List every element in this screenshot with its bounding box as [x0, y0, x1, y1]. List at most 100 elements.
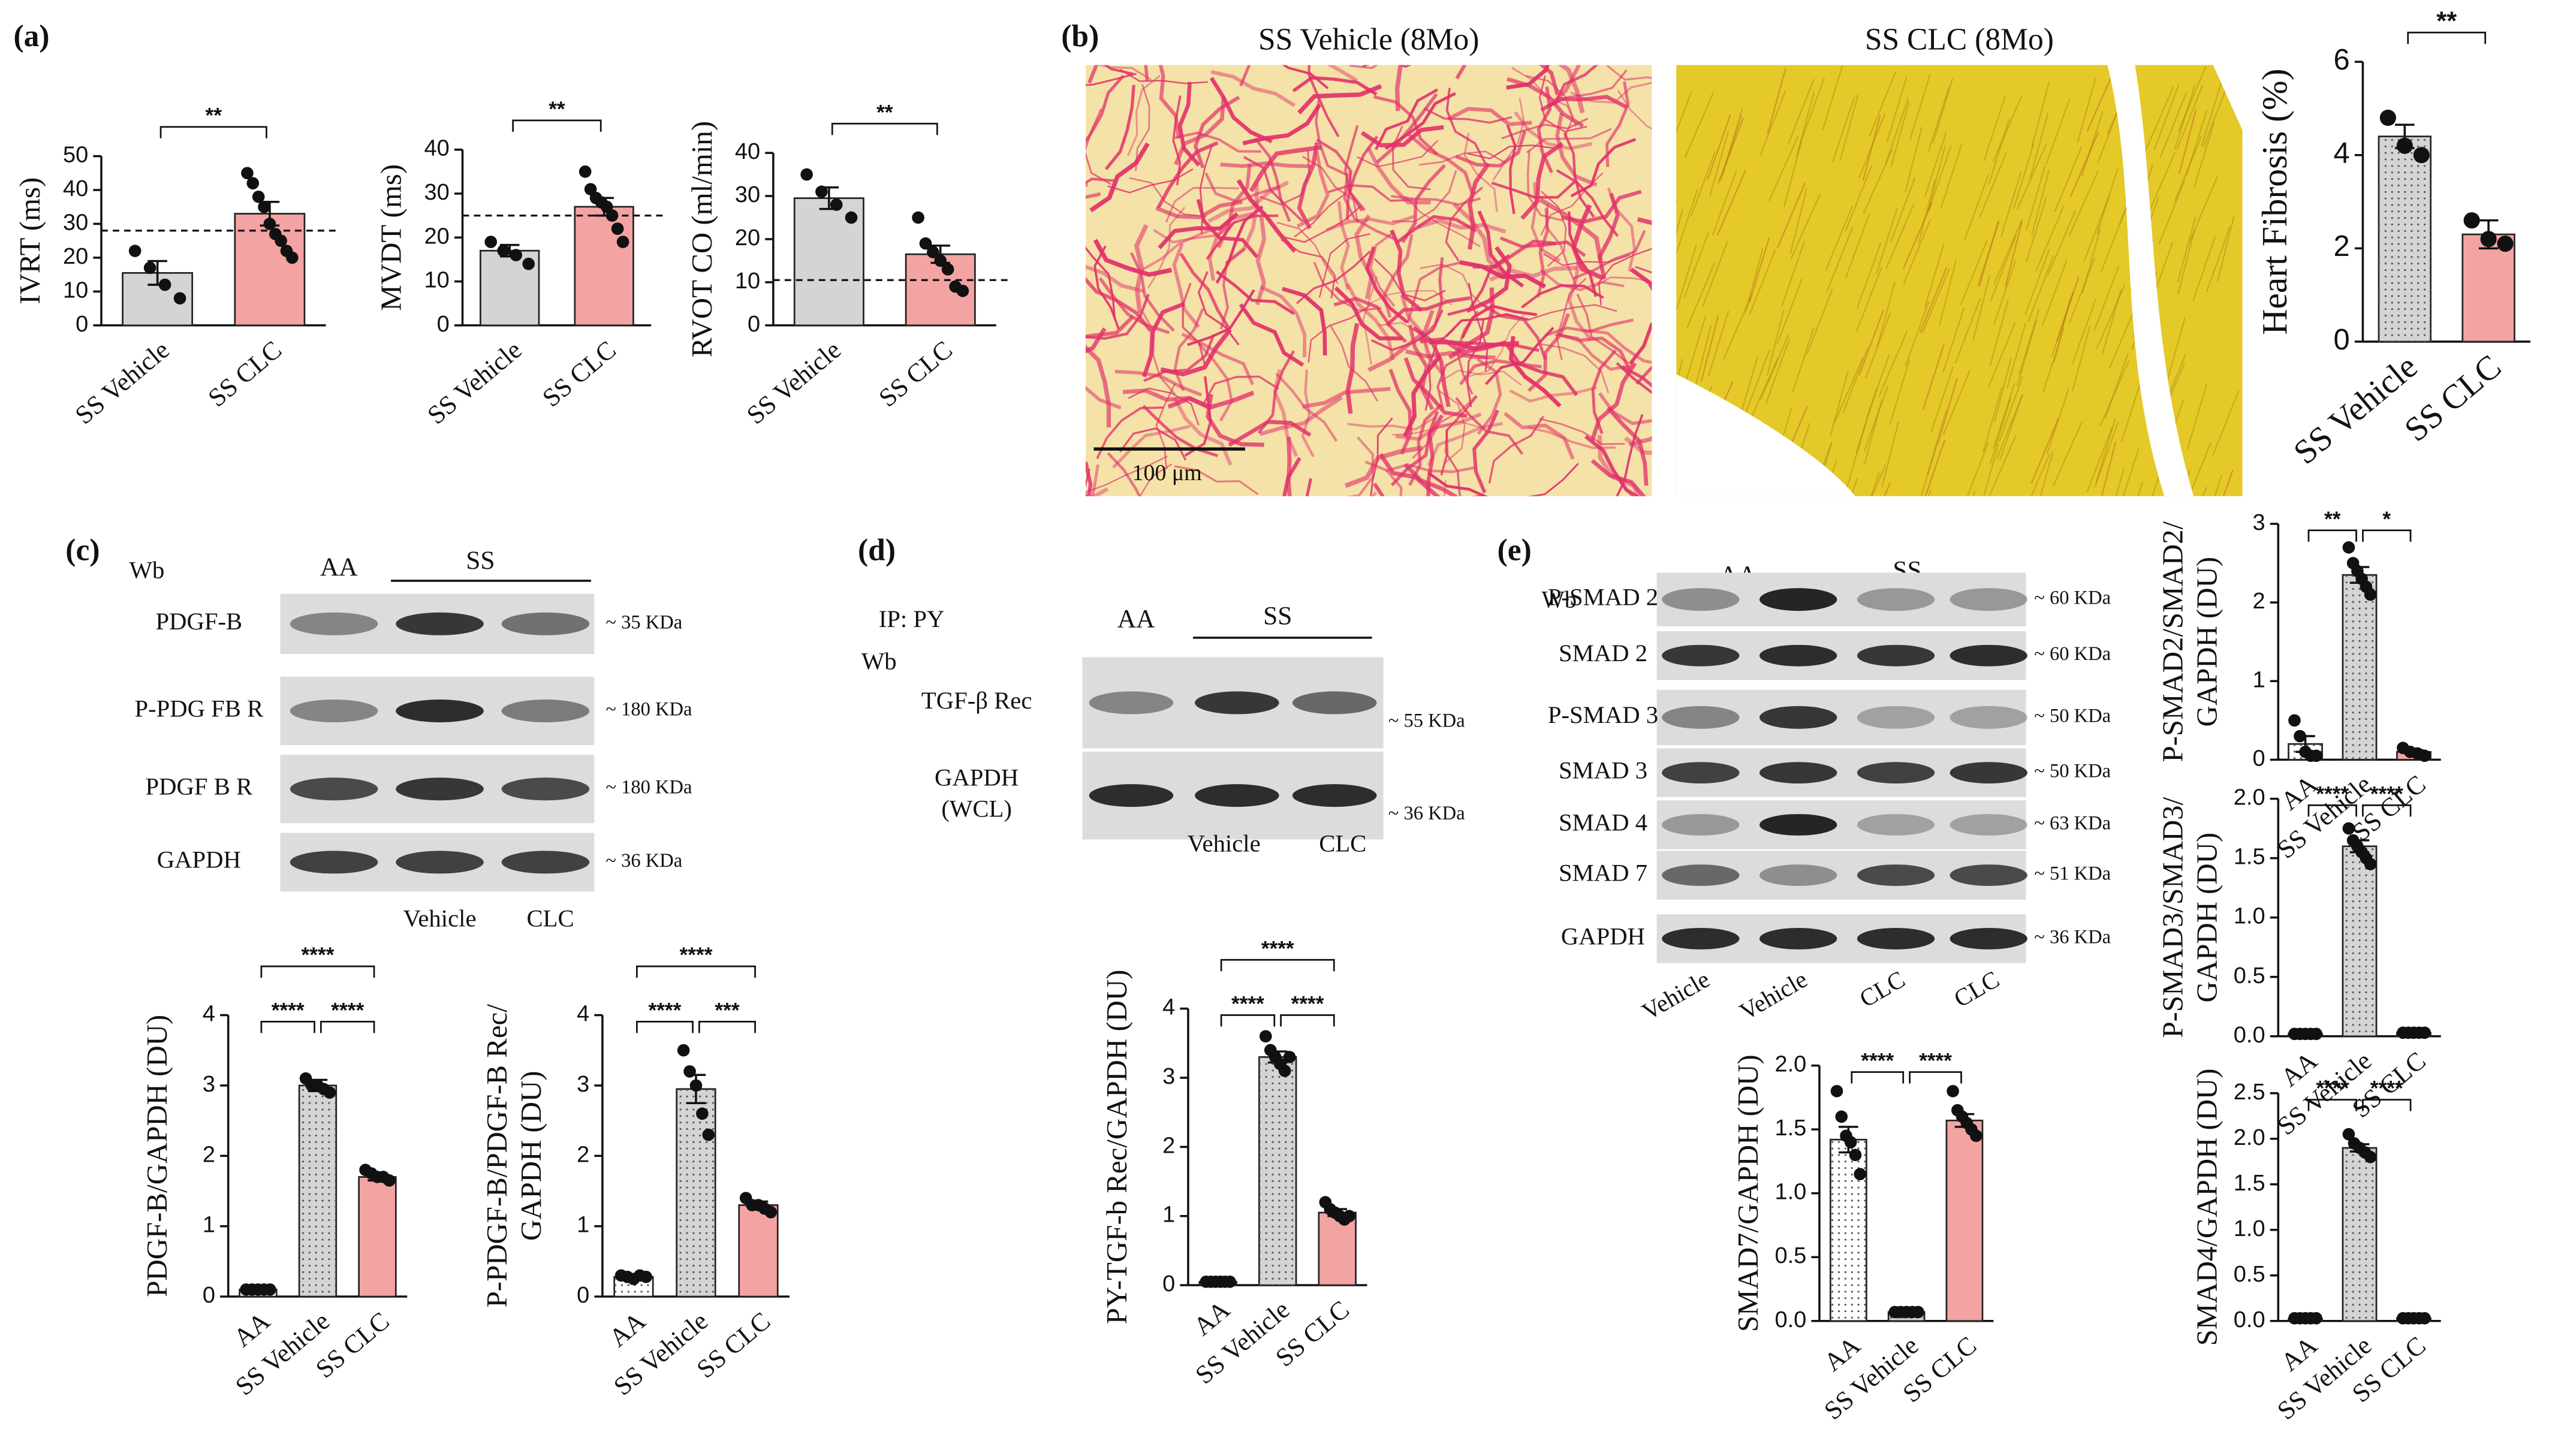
- blot-lane-label: Vehicle: [1188, 830, 1261, 857]
- collagen-fiber: [1107, 168, 1194, 194]
- y-tick-label: 0: [748, 312, 760, 337]
- collagen-fiber: [1621, 365, 1652, 388]
- y-tick-label: 0.0: [2234, 1307, 2265, 1333]
- bar-texture: [1259, 1057, 1297, 1286]
- blot-band: [1195, 691, 1279, 715]
- x-tick-label: SS Vehicle: [2286, 348, 2424, 472]
- collagen-fiber: [1472, 239, 1557, 269]
- blot-band: [1950, 864, 2027, 887]
- muscle-fiber: [1723, 294, 1753, 360]
- data-point: [611, 222, 624, 235]
- collagen-fiber: [1382, 234, 1414, 318]
- collagen-fiber: [1187, 289, 1255, 346]
- muscle-fiber: [2086, 427, 2113, 493]
- tissue-gap: [2107, 65, 2194, 496]
- muscle-fiber: [1930, 366, 1954, 432]
- muscle-fiber: [1702, 240, 1728, 307]
- collagen-fiber: [1207, 212, 1254, 281]
- collagen-fiber: [1259, 396, 1343, 436]
- collagen-fiber: [1412, 394, 1477, 459]
- collagen-fiber: [1305, 478, 1312, 496]
- muscle-fiber: [1776, 278, 1803, 344]
- y-tick-label: 2.0: [1774, 1052, 1806, 1077]
- data-point: [263, 218, 276, 230]
- significance-bracket: [2362, 529, 2412, 542]
- collagen-fiber: [1156, 141, 1219, 209]
- y-tick-label: 30: [735, 182, 760, 207]
- collagen-fiber: [1107, 452, 1141, 496]
- collagen-fiber: [1085, 246, 1116, 319]
- y-tick-label: 0.5: [1774, 1243, 1806, 1268]
- collagen-fiber: [1576, 293, 1629, 364]
- muscle-fiber: [1845, 165, 1872, 231]
- muscle-fiber: [1865, 354, 1890, 420]
- blot-band: [1950, 588, 2027, 611]
- collagen-fiber: [1472, 409, 1499, 494]
- muscle-fiber: [2031, 82, 2050, 147]
- muscle-fiber: [1800, 77, 1825, 143]
- y-tick-label: 1.0: [2234, 1216, 2265, 1241]
- y-axis-label: P-PDGF-B/PDGF-B Rec/: [480, 1004, 513, 1308]
- collagen-fiber: [1424, 328, 1455, 411]
- collagen-fiber: [1220, 161, 1312, 168]
- muscle-fiber: [2104, 352, 2129, 419]
- muscle-fiber: [2077, 77, 2096, 143]
- muscle-fiber: [2101, 289, 2122, 355]
- collagen-fiber: [1385, 296, 1471, 327]
- collagen-fiber: [1135, 84, 1150, 171]
- collagen-fiber: [1313, 261, 1382, 312]
- muscle-fiber: [2072, 325, 2091, 391]
- significance-bracket: [1220, 1014, 1276, 1027]
- collagen-fiber: [1484, 327, 1554, 385]
- blot-band: [1857, 644, 1935, 667]
- y-tick-label: 3: [203, 1072, 215, 1097]
- collagen-fiber: [1492, 98, 1525, 181]
- y-tick-label: 30: [63, 210, 88, 235]
- collagen-fiber: [1628, 322, 1652, 365]
- blot-row-label: P-SMAD 3: [1548, 701, 1658, 728]
- collagen-fiber: [1122, 388, 1211, 410]
- collagen-fiber: [1216, 164, 1252, 249]
- collagen-fiber: [1459, 359, 1542, 385]
- collagen-fiber: [1360, 125, 1444, 147]
- y-tick-label: 1.5: [2234, 1171, 2265, 1196]
- blot-band: [1089, 691, 1174, 715]
- muscle-fiber: [1870, 472, 1880, 496]
- data-point: [2364, 858, 2377, 870]
- muscle-fiber: [2096, 168, 2119, 234]
- muscle-fiber: [1676, 429, 1679, 438]
- collagen-fiber: [1590, 459, 1646, 496]
- muscle-fiber: [2042, 260, 2068, 326]
- collagen-fiber: [1173, 397, 1233, 466]
- muscle-fiber: [1890, 101, 1910, 167]
- data-point: [246, 177, 260, 190]
- collagen-fiber: [1455, 65, 1467, 80]
- significance-bracket: [636, 965, 756, 978]
- collagen-fiber: [1467, 162, 1490, 250]
- muscle-fiber: [2108, 303, 2138, 369]
- collagen-fiber: [1541, 343, 1610, 394]
- muscle-fiber: [2214, 474, 2223, 496]
- significance-label: ****: [1919, 1050, 1952, 1073]
- collagen-fiber: [1526, 75, 1574, 139]
- y-tick-label: 2: [2334, 230, 2350, 263]
- muscle-fiber: [1829, 371, 1849, 437]
- blot-row-label: SMAD 3: [1559, 756, 1647, 783]
- y-axis-label: PDGF-B/GAPDH (DU): [140, 1015, 173, 1297]
- collagen-fiber: [1260, 285, 1307, 358]
- muscle-fiber: [2115, 468, 2125, 496]
- significance-label: ****: [1231, 993, 1264, 1016]
- blot-size-label: ~ 36 KDa: [1388, 803, 1465, 824]
- y-tick-label: 2.0: [2234, 1125, 2265, 1150]
- bar-texture: [2378, 136, 2431, 342]
- collagen-fiber: [1459, 260, 1547, 289]
- data-point: [1835, 1110, 1848, 1123]
- y-tick-label: 10: [735, 269, 760, 294]
- blot-band: [1950, 762, 2027, 784]
- panel-label: (e): [1498, 533, 1532, 568]
- tissue-gap: [2213, 65, 2243, 131]
- blot-row-label: SMAD 7: [1559, 859, 1647, 886]
- muscle-fiber: [1862, 115, 1881, 181]
- muscle-fiber: [2153, 84, 2180, 150]
- muscle-fiber: [1732, 487, 1737, 496]
